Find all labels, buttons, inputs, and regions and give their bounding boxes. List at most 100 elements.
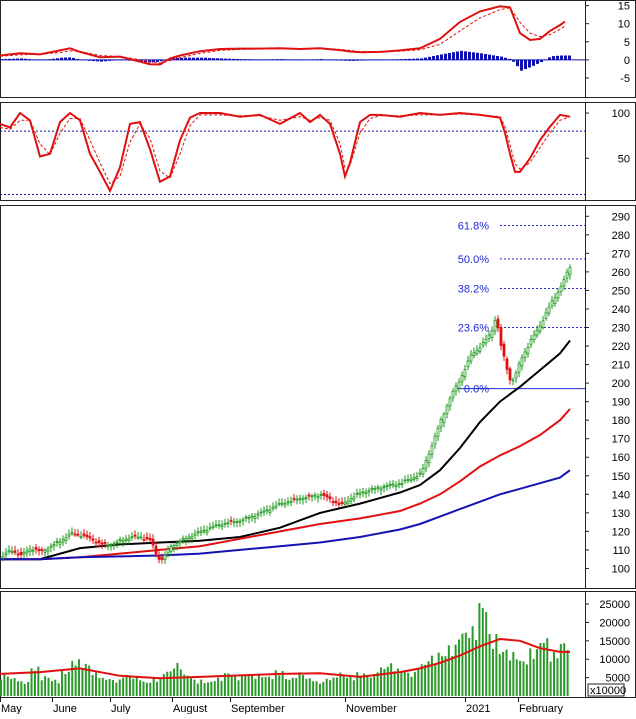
candle-body xyxy=(199,530,203,533)
macd-histogram-bar xyxy=(292,59,295,61)
volume-bar xyxy=(264,676,267,696)
macd-histogram-bar xyxy=(412,58,415,60)
volume-bar xyxy=(10,679,13,696)
candle-body xyxy=(13,550,17,553)
candle-body xyxy=(481,341,485,346)
macd-histogram-bar xyxy=(256,59,259,60)
candle-body xyxy=(535,329,539,336)
y-tick-label: 130 xyxy=(612,508,630,520)
panel-border-price xyxy=(0,205,636,589)
volume-bar xyxy=(118,679,121,696)
candle-body xyxy=(358,492,362,495)
volume-bar xyxy=(491,649,494,696)
volume-bar xyxy=(20,681,23,696)
volume-bar xyxy=(78,659,81,696)
candle-body xyxy=(148,537,152,541)
volume-bar xyxy=(111,679,114,696)
volume-bar xyxy=(332,677,335,696)
candle-body xyxy=(457,381,461,389)
volume-bar xyxy=(498,654,501,696)
candle-body xyxy=(235,521,239,523)
macd-histogram-bar xyxy=(216,58,219,60)
volume-bar xyxy=(539,643,542,696)
candle-body xyxy=(10,550,14,553)
volume-bar xyxy=(67,671,70,696)
volume-bar xyxy=(30,668,33,696)
candle-body xyxy=(505,358,509,370)
candle-body xyxy=(112,543,116,546)
fibonacci-level-label: 61.8% xyxy=(458,221,489,233)
candle-body xyxy=(280,502,284,505)
macd-histogram-bar xyxy=(404,58,407,60)
candle-body xyxy=(181,537,185,540)
volume-bar xyxy=(47,677,50,696)
price-panel: 61.8% 50.0% 38.2% 23.6% 0.0% 290 280 270 260 250 2… xyxy=(0,211,630,575)
macd-histogram-bar xyxy=(240,59,243,60)
volume-bar xyxy=(84,663,87,696)
macd-histogram-bar xyxy=(48,59,51,60)
candle-body xyxy=(424,460,428,469)
volume-bar xyxy=(13,678,16,696)
candle-body xyxy=(220,524,224,528)
candle-body xyxy=(1,555,5,559)
macd-histogram-bar xyxy=(420,58,423,60)
volume-bar xyxy=(37,666,40,696)
candle-body xyxy=(352,496,356,500)
volume-bar xyxy=(349,676,352,696)
candle-body xyxy=(568,267,572,276)
candle-body xyxy=(547,306,551,314)
volume-bar xyxy=(139,680,142,696)
candle-body xyxy=(253,516,257,519)
candle-body xyxy=(172,544,176,548)
candle-body xyxy=(106,544,110,547)
candle-body xyxy=(94,541,98,544)
candle-body xyxy=(247,516,251,519)
volume-bar xyxy=(549,661,552,696)
y-tick-label: 100 xyxy=(612,108,630,120)
macd-histogram-bar xyxy=(556,55,559,60)
volume-bar xyxy=(149,682,152,696)
macd-histogram-bar xyxy=(204,57,207,60)
macd-histogram-bar xyxy=(400,59,403,60)
candle-body xyxy=(493,320,497,332)
candle-body xyxy=(562,279,566,287)
y-tick-label: 15 xyxy=(618,1,630,13)
volume-bar xyxy=(515,659,518,696)
candle-body xyxy=(52,543,56,547)
volume-bar xyxy=(132,678,135,696)
volume-bar xyxy=(485,611,488,696)
candle-body xyxy=(217,524,221,527)
candle-body xyxy=(391,483,395,486)
volume-bar xyxy=(105,679,108,696)
macd-histogram-bar xyxy=(336,59,339,61)
candle-body xyxy=(388,484,392,486)
macd-histogram-bar xyxy=(520,59,523,71)
volume-bar xyxy=(169,671,172,696)
candle-body xyxy=(196,531,200,534)
volume-bar xyxy=(61,670,64,696)
volume-bar xyxy=(200,679,203,696)
macd-histogram-bar xyxy=(40,59,43,61)
volume-bar xyxy=(128,675,131,696)
macd-histogram-bar xyxy=(484,53,487,60)
macd-histogram-bar xyxy=(488,54,491,60)
macd-histogram-bar xyxy=(116,59,119,61)
candle-body xyxy=(472,352,476,356)
x-tick-label: July xyxy=(111,703,131,714)
volume-bar xyxy=(393,671,396,696)
volume-bar xyxy=(33,670,36,696)
stoch-k-line xyxy=(0,111,571,194)
volume-unit-label: x10000 xyxy=(590,685,626,697)
macd-histogram-bar xyxy=(172,57,175,60)
volume-bar xyxy=(145,682,148,696)
candle-body xyxy=(229,519,233,522)
volume-bar xyxy=(240,676,243,696)
candle-body xyxy=(124,538,128,541)
macd-histogram-bar xyxy=(496,55,499,60)
volume-bar xyxy=(352,680,355,696)
macd-histogram-bar xyxy=(24,58,27,60)
macd-histogram-bar xyxy=(124,59,127,61)
volume-bar xyxy=(495,634,498,696)
